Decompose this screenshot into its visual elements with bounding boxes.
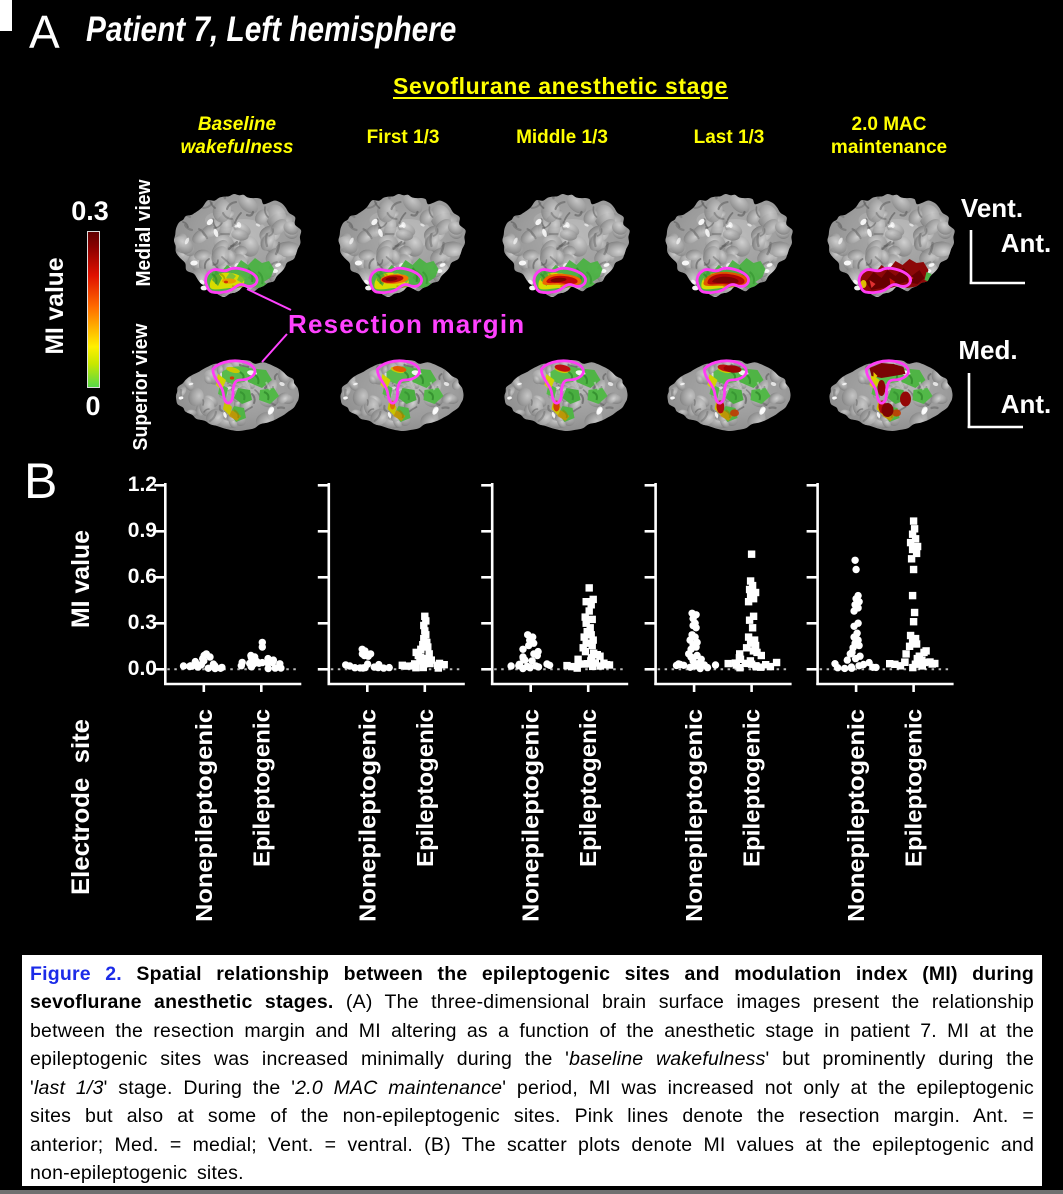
svg-text:Medial view: Medial view xyxy=(133,179,155,286)
svg-text:Ant.: Ant. xyxy=(1001,389,1052,419)
svg-text:Epileptogenic: Epileptogenic xyxy=(575,709,601,867)
svg-text:Epileptogenic: Epileptogenic xyxy=(739,709,765,867)
svg-text:Vent.: Vent. xyxy=(961,193,1023,223)
svg-text:Nonepileptogenic: Nonepileptogenic xyxy=(518,709,544,922)
svg-text:Epileptogenic: Epileptogenic xyxy=(412,709,438,867)
svg-text:Nonepileptogenic: Nonepileptogenic xyxy=(843,709,869,922)
svg-text:Nonepileptogenic: Nonepileptogenic xyxy=(681,709,707,922)
svg-text:Nonepileptogenic: Nonepileptogenic xyxy=(191,709,217,922)
svg-text:Epileptogenic: Epileptogenic xyxy=(901,709,927,867)
svg-text:Ant.: Ant. xyxy=(1001,228,1052,258)
svg-text:MI value: MI value xyxy=(67,530,95,628)
svg-text:Electrode site: Electrode site xyxy=(67,719,95,895)
svg-text:Nonepileptogenic: Nonepileptogenic xyxy=(354,709,380,922)
svg-text:Epileptogenic: Epileptogenic xyxy=(248,709,274,867)
svg-text:Med.: Med. xyxy=(958,335,1017,365)
svg-text:MI value: MI value xyxy=(41,257,69,354)
svg-text:Superior view: Superior view xyxy=(130,323,152,450)
